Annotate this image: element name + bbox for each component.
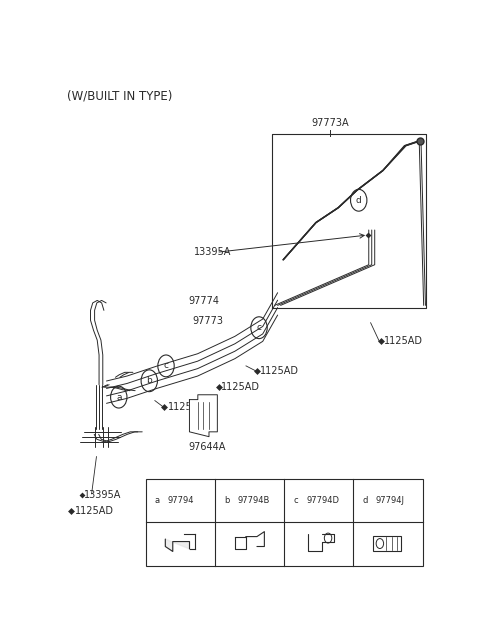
Text: d: d xyxy=(362,496,368,505)
Text: d: d xyxy=(356,196,361,205)
Text: (W/BUILT IN TYPE): (W/BUILT IN TYPE) xyxy=(67,90,173,102)
Text: 1125AD: 1125AD xyxy=(384,336,422,346)
Polygon shape xyxy=(190,395,217,437)
Text: 1125AD: 1125AD xyxy=(75,506,114,516)
Text: a: a xyxy=(116,393,121,402)
Text: 1125AD: 1125AD xyxy=(168,402,207,412)
Polygon shape xyxy=(165,539,190,551)
Text: 1125AD: 1125AD xyxy=(260,366,299,376)
Text: 97794D: 97794D xyxy=(306,496,339,505)
Text: 97773: 97773 xyxy=(192,316,223,327)
Bar xyxy=(373,536,401,551)
Text: 97794B: 97794B xyxy=(237,496,270,505)
Text: 13395A: 13395A xyxy=(194,247,231,258)
Text: b: b xyxy=(146,376,152,385)
Text: c: c xyxy=(294,496,299,505)
Text: 1125AD: 1125AD xyxy=(221,382,260,392)
Text: a: a xyxy=(155,496,160,505)
Text: c: c xyxy=(256,323,262,332)
Bar xyxy=(145,479,423,565)
Text: 97774: 97774 xyxy=(188,296,219,307)
Text: 97794J: 97794J xyxy=(376,496,405,505)
Text: b: b xyxy=(224,496,229,505)
Text: c: c xyxy=(164,361,168,370)
Text: 97644A: 97644A xyxy=(189,442,226,451)
Text: 97773A: 97773A xyxy=(311,118,348,128)
Text: 13395A: 13395A xyxy=(84,490,121,500)
Text: 97794: 97794 xyxy=(168,496,194,505)
